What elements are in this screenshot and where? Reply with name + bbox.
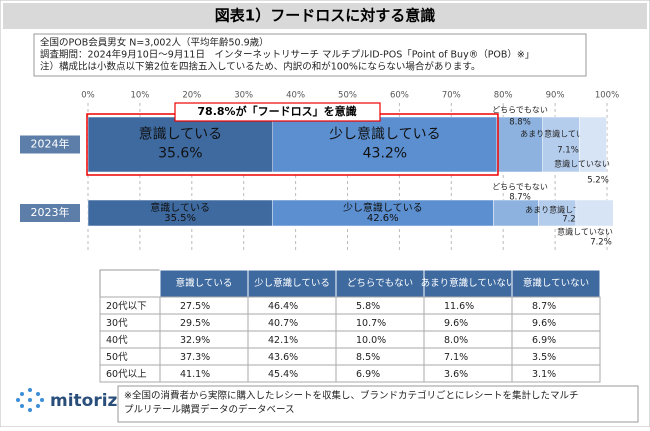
table-cell-text: 3.5% (532, 352, 556, 363)
table-cell-text: 9.6% (532, 318, 556, 329)
category-box (20, 135, 80, 154)
x-tick-label: 60% (390, 91, 409, 101)
table-cell-text: 8.0% (444, 335, 468, 346)
segment-name: あまり意識していない (520, 129, 600, 139)
segment-name: 意識していない (554, 159, 610, 169)
data-label: 35.6% (158, 146, 202, 162)
table-header-cell (511, 269, 601, 298)
table-cell-text: 30代 (106, 318, 128, 329)
data-label: 42.6% (367, 213, 399, 224)
segment-name: どちらでもない (492, 183, 548, 192)
table-cell-text: 29.5% (180, 318, 210, 329)
table-cell-text: 7.1% (444, 352, 468, 363)
table-header: どちらでもない (347, 278, 413, 289)
table-cell-text: 50代 (106, 352, 128, 363)
table-cell-text: 6.9% (356, 369, 380, 380)
table-cell-text: 46.4% (268, 301, 298, 312)
data-label: 43.2% (363, 146, 407, 162)
table-cell-text: 20代以下 (106, 301, 147, 312)
x-tick-label: 20% (182, 91, 201, 101)
x-tick-label: 50% (338, 91, 357, 101)
segment-name: 意識している (150, 201, 210, 214)
note-line: 注）構成比は小数点以下第2位を四捨五入しているため、内訳の和が100%にならない… (40, 61, 480, 73)
note-line: 調査期間：2024年9月10日～9月11日 インターネットリサーチ マルチプルI… (40, 49, 534, 61)
x-tick-label: 30% (234, 91, 253, 101)
bar-segment (579, 116, 607, 173)
table-cell-text: 8.5% (356, 352, 380, 363)
table-header: 意識していない (523, 277, 589, 289)
data-label: 5.2% (587, 176, 609, 186)
segment-name: 意識している (139, 126, 223, 143)
title: 図表1）フードロスに対する意識 (215, 7, 435, 25)
x-tick-label: 40% (286, 91, 305, 101)
bar-segment (542, 116, 580, 173)
footer-note: プルリテール購買データのデータベース (124, 404, 295, 416)
table-cell-text: 40.7% (268, 318, 298, 329)
table-cell-text: 5.8% (356, 301, 380, 312)
bar-segment (87, 199, 273, 227)
annotation-box (174, 102, 381, 122)
bar-segment (538, 199, 577, 227)
x-tick-label: 70% (442, 91, 461, 101)
footer-note: ※全国の消費者から実際に購入したレシートを収集し、ブランドカテゴリごとにレシート… (124, 390, 578, 402)
segment-name: 少し意識している (343, 201, 423, 214)
segment-name: 意識していない (557, 227, 613, 237)
title-bar (3, 3, 647, 29)
bar-segment (493, 199, 539, 227)
data-label: 7.1% (557, 146, 579, 156)
x-tick-label: 90% (546, 91, 565, 101)
table-cell-text: 41.1% (180, 369, 210, 380)
table-cell-text: 10.0% (356, 335, 386, 346)
x-tick-label: 0% (81, 91, 95, 101)
table-cell-text: 45.4% (268, 369, 298, 380)
segment-name: どちらでもない (492, 106, 548, 115)
bar-segment (272, 116, 498, 173)
table-cell-text: 43.6% (268, 352, 298, 363)
category-box (20, 204, 80, 222)
table-cell-text: 6.9% (532, 335, 556, 346)
table-cell (511, 364, 601, 383)
y-tick-label: 2023年 (31, 205, 70, 219)
table-cell-text: 9.6% (444, 318, 468, 329)
x-tick-label: 100% (595, 91, 619, 101)
bar-segment (271, 199, 494, 227)
table-cell-text: 8.7% (532, 301, 556, 312)
table-header: あまり意識していない (421, 277, 516, 289)
data-label: 35.5% (164, 213, 196, 224)
table-cell-text: 3.1% (532, 369, 556, 380)
bar-segment (87, 116, 274, 173)
notes-box (33, 33, 587, 77)
table-cell-text: 32.9% (180, 335, 210, 346)
bar-segment (575, 199, 614, 227)
table-cell-text: 10.7% (356, 318, 386, 329)
table-cell-text: 3.6% (444, 369, 468, 380)
segment-name: あまり意識していない (525, 205, 605, 215)
table-header-cell (99, 269, 161, 298)
data-label: 7.2% (562, 215, 584, 225)
table-cell-text: 37.3% (180, 352, 210, 363)
y-tick-label: 2024年 (31, 137, 70, 151)
note-line: 全国のPOB会員男女 N=3,002人（平均年齢50.9歳） (40, 37, 269, 49)
table-cell-text: 11.6% (444, 301, 474, 312)
table-cell-text: 60代以上 (106, 369, 147, 380)
x-tick-label: 80% (494, 91, 513, 101)
logo-text: mitoriz (50, 391, 118, 411)
table-cell-text: 40代 (106, 335, 128, 346)
logo: mitoriz (16, 388, 118, 412)
data-label: 7.2% (590, 238, 612, 248)
table-cell-text: 42.1% (268, 335, 298, 346)
bar-segment (496, 116, 543, 173)
table-header: 少し意識している (254, 277, 330, 289)
data-label: 8.7% (509, 193, 531, 203)
annotation: 78.8%が「フードロス」を意識 (197, 104, 356, 118)
data-label: 8.8% (509, 118, 531, 128)
table-header-cell (159, 269, 249, 298)
table-header: 意識している (176, 277, 233, 289)
footer-box (117, 385, 639, 423)
table-cell-text: 27.5% (180, 301, 210, 312)
x-tick-label: 10% (130, 91, 149, 101)
segment-name: 少し意識している (329, 126, 441, 143)
